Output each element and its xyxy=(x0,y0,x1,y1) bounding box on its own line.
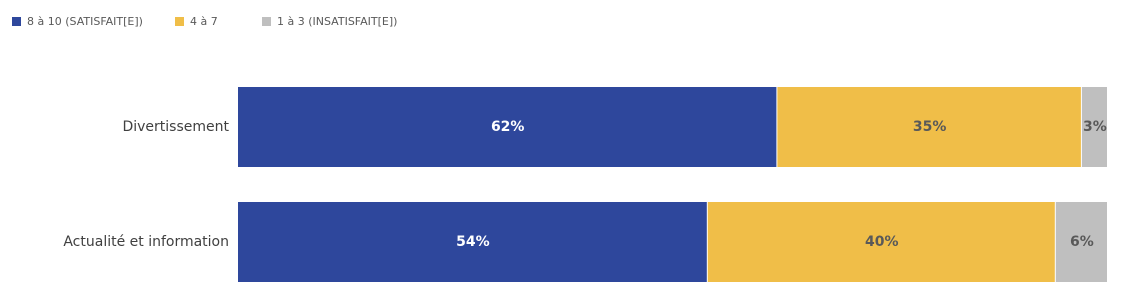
legend-label: 4 à 7 xyxy=(190,15,218,28)
bar-segment xyxy=(238,202,707,282)
category-label: Divertissement xyxy=(122,119,229,135)
legend-swatch xyxy=(12,17,21,26)
bar-segment xyxy=(238,87,777,167)
value-label: 40% xyxy=(865,234,899,250)
bar-segment xyxy=(1055,202,1107,282)
value-label: 54% xyxy=(456,234,490,250)
legend-label: 8 à 10 (SATISFAIT[E]) xyxy=(27,15,143,28)
legend-swatch xyxy=(262,17,271,26)
value-label: 62% xyxy=(491,119,525,135)
legend-label: 1 à 3 (INSATISFAIT[E]) xyxy=(277,15,397,28)
bar-segment xyxy=(1081,87,1107,167)
bar-segment xyxy=(707,202,1055,282)
value-label: 3% xyxy=(1083,119,1107,135)
category-label: Actualité et information xyxy=(63,234,229,250)
bar-segment xyxy=(777,87,1081,167)
value-label: 35% xyxy=(913,119,947,135)
value-label: 6% xyxy=(1070,234,1094,250)
legend-swatch xyxy=(175,17,184,26)
